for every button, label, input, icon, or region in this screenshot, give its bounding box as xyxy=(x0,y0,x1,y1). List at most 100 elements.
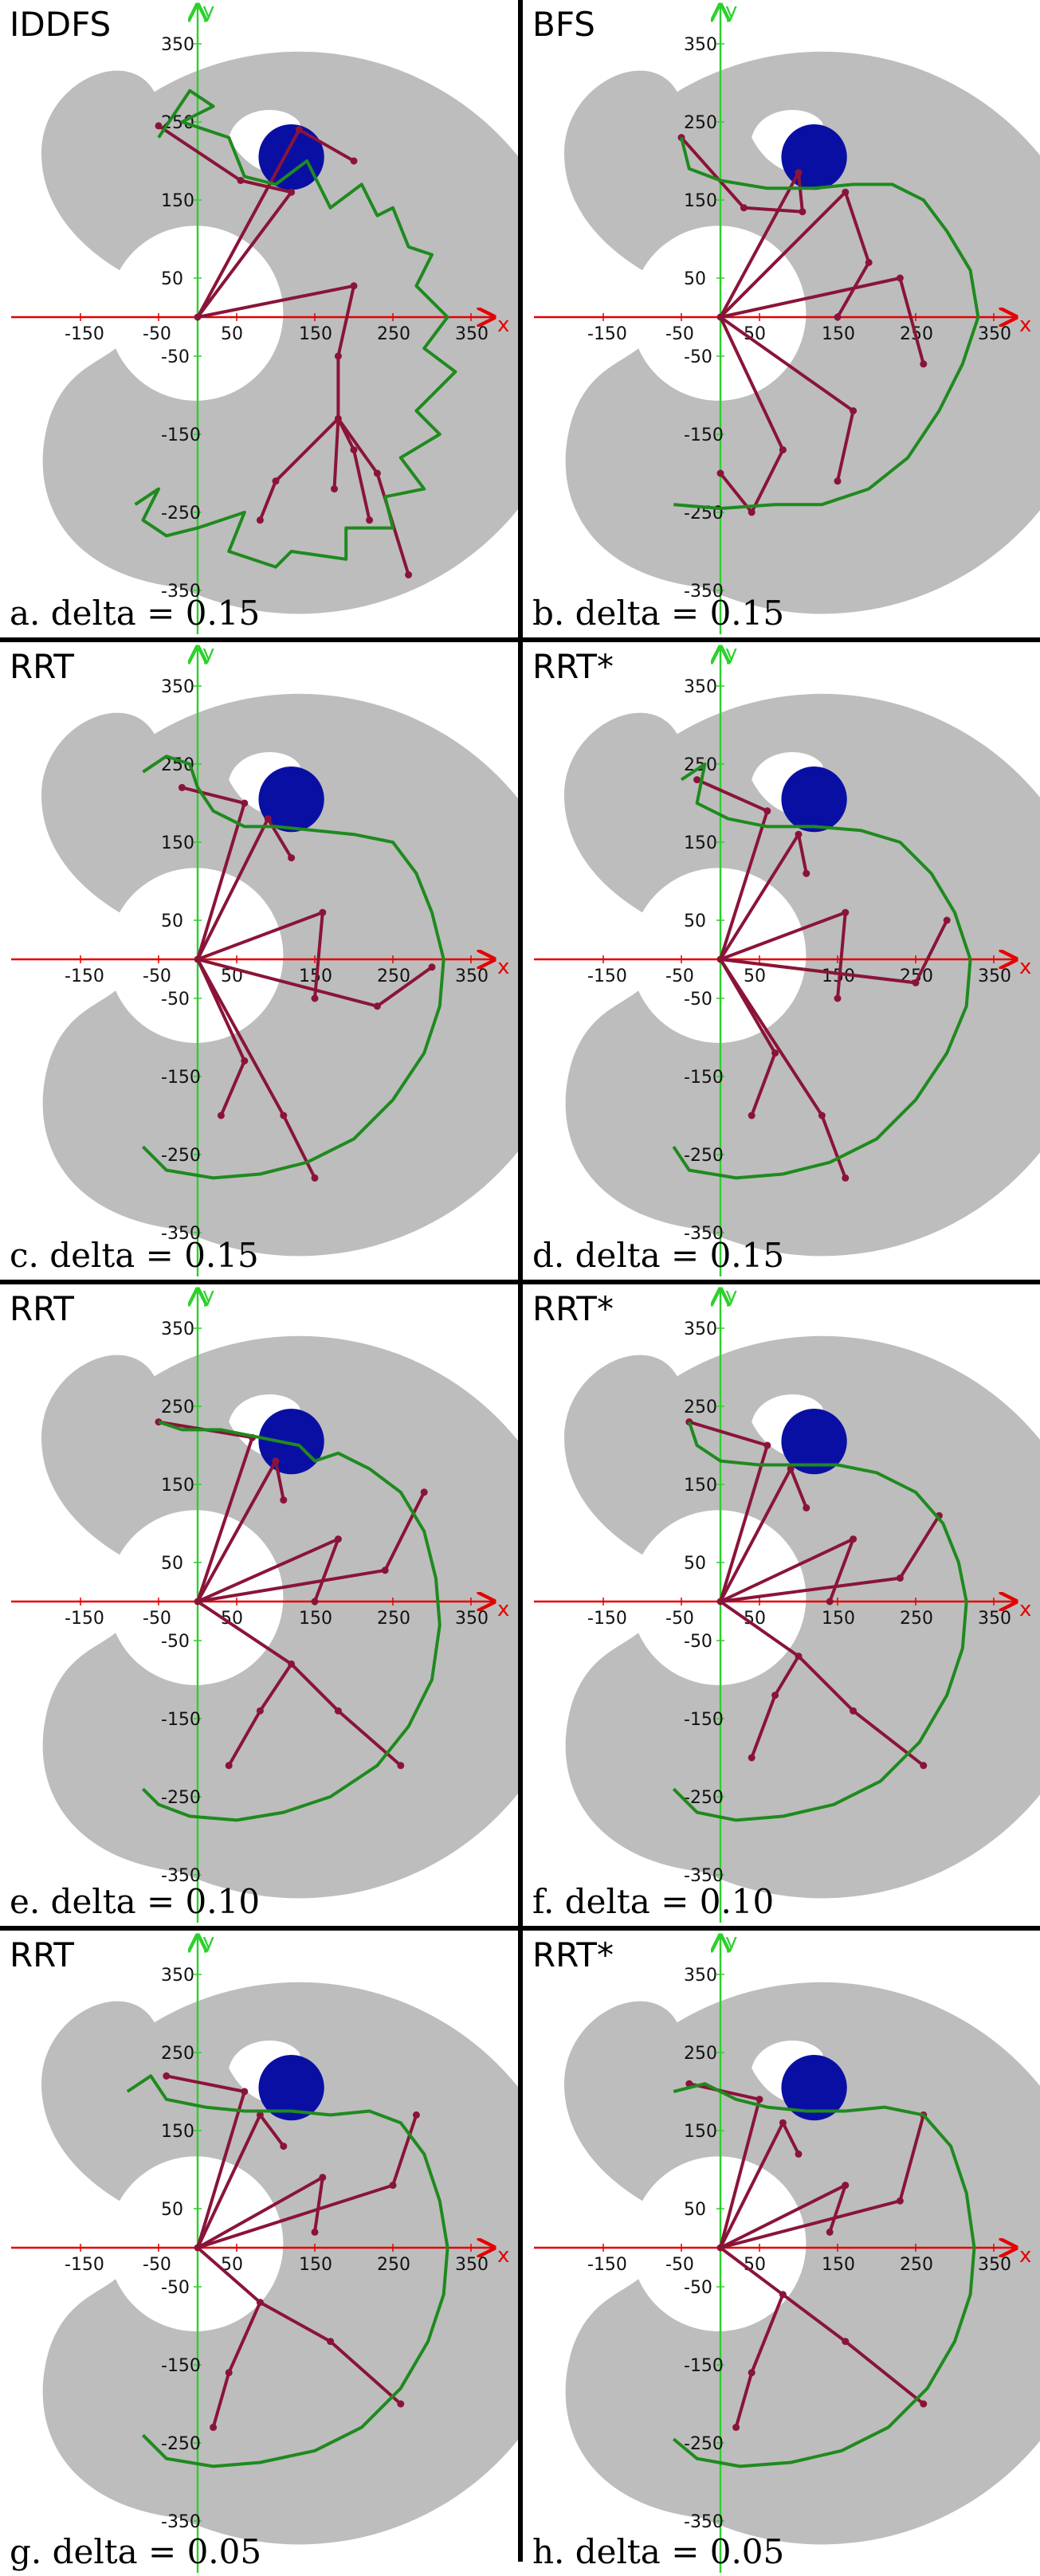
tree-node xyxy=(716,313,724,321)
panel-caption: f. delta = 0.10 xyxy=(532,1882,775,1921)
tree-edge xyxy=(157,124,242,182)
tree-node xyxy=(280,1496,288,1504)
y-tick-label: -150 xyxy=(161,2356,201,2376)
x-tick-label: 250 xyxy=(377,966,410,986)
tree-node xyxy=(943,916,951,924)
y-tick-label: 250 xyxy=(161,2044,194,2064)
tree-node xyxy=(311,1174,319,1182)
y-tick-label: 150 xyxy=(161,1476,194,1496)
y-axis-name: y xyxy=(725,0,737,23)
y-axis-name: y xyxy=(725,1931,737,1954)
tree-edge xyxy=(196,2246,262,2304)
tree-node xyxy=(217,1112,225,1119)
tree-edge xyxy=(742,206,804,214)
tree-node xyxy=(272,477,280,485)
tree-node xyxy=(311,2228,319,2236)
tree-node xyxy=(787,1464,795,1472)
obstacle-circle xyxy=(258,124,324,190)
y-tick-label: -250 xyxy=(161,2434,201,2454)
x-axis-name: x xyxy=(497,1598,509,1621)
tree-edge xyxy=(719,1576,902,1603)
tree-node xyxy=(397,2400,405,2408)
tree-node xyxy=(740,204,748,212)
tree-node xyxy=(194,1598,202,1606)
tree-node xyxy=(420,1488,428,1496)
panel-title: RRT* xyxy=(532,647,614,686)
tree-edge xyxy=(719,2183,847,2249)
x-tick-label: -50 xyxy=(143,2255,171,2275)
obstacle-circle xyxy=(781,2054,847,2121)
tree-node xyxy=(826,2228,834,2236)
x-tick-label: 50 xyxy=(221,324,243,344)
tree-edge xyxy=(336,1709,402,1767)
x-tick-label: 350 xyxy=(978,2255,1011,2275)
workspace-region xyxy=(41,51,518,614)
tree-node xyxy=(748,2369,755,2377)
tree-edge xyxy=(797,171,804,214)
x-axis-name: x xyxy=(497,2244,509,2268)
tree-edge xyxy=(750,1051,777,1117)
tree-node xyxy=(795,169,803,177)
tree-edge xyxy=(734,2370,754,2429)
tree-node xyxy=(803,869,810,877)
tree-node xyxy=(311,1598,319,1606)
x-tick-label: 150 xyxy=(822,324,855,344)
tree-edge xyxy=(196,127,301,319)
tree-edge xyxy=(719,171,800,319)
tree-node xyxy=(327,2338,335,2346)
tree-node xyxy=(771,1692,779,1700)
tree-edge xyxy=(750,1693,777,1759)
x-axis-name: x xyxy=(1019,313,1031,337)
tree-node xyxy=(795,1653,803,1660)
y-tick-label: -150 xyxy=(161,1710,201,1730)
tree-edge xyxy=(797,1654,855,1713)
end-effector-path xyxy=(672,1421,968,1822)
tree-edge xyxy=(227,2300,262,2374)
tree-edge xyxy=(719,833,800,961)
y-tick-label: -350 xyxy=(684,1866,724,1886)
tree-edge xyxy=(898,1514,941,1580)
tree-edge xyxy=(274,417,340,483)
tree-node xyxy=(920,1762,928,1770)
panel-1: x y -150 -50 50 150 250 350 350 250 150 50 -50 -150 -2… xyxy=(0,0,518,637)
x-tick-label: 150 xyxy=(822,2255,855,2275)
horizontal-divider xyxy=(0,1926,1040,1931)
y-tick-label: 50 xyxy=(684,1554,706,1574)
panel-caption: c. delta = 0.15 xyxy=(10,1236,259,1275)
tree-edge xyxy=(719,2199,902,2249)
y-tick-label: -150 xyxy=(684,1710,724,1730)
tree-edge xyxy=(196,958,379,1008)
x-tick-label: -150 xyxy=(587,1609,627,1629)
tree-node xyxy=(748,1112,755,1119)
tree-edge xyxy=(719,316,855,413)
y-tick-label: -50 xyxy=(684,2278,712,2298)
horizontal-divider xyxy=(0,637,1040,642)
tree-node xyxy=(771,1049,779,1057)
tree-node xyxy=(834,994,842,1002)
tree-node xyxy=(748,508,755,516)
tree-edge xyxy=(914,919,949,985)
tree-edge xyxy=(719,958,917,985)
tree-node xyxy=(920,360,928,368)
tree-node xyxy=(389,2182,397,2190)
panel-caption: d. delta = 0.15 xyxy=(532,1236,785,1275)
y-tick-label: -350 xyxy=(684,2512,724,2532)
tree-node xyxy=(842,2182,850,2190)
y-tick-label: 150 xyxy=(684,1476,717,1496)
panel-title: RRT* xyxy=(532,1935,614,1974)
tree-edge xyxy=(773,1654,800,1697)
x-tick-label: 150 xyxy=(822,1609,855,1629)
tree-edge xyxy=(196,2113,262,2249)
tree-edge xyxy=(281,1114,316,1180)
y-tick-label: 350 xyxy=(684,1319,717,1339)
tree-node xyxy=(842,188,850,196)
tree-node xyxy=(225,1762,233,1770)
tree-node xyxy=(842,908,850,916)
tree-node xyxy=(373,469,381,477)
tree-node xyxy=(397,1762,405,1770)
tree-node xyxy=(896,2197,904,2205)
y-axis-name: y xyxy=(202,1931,214,1954)
tree-node xyxy=(350,282,358,290)
x-tick-label: -150 xyxy=(587,2255,627,2275)
